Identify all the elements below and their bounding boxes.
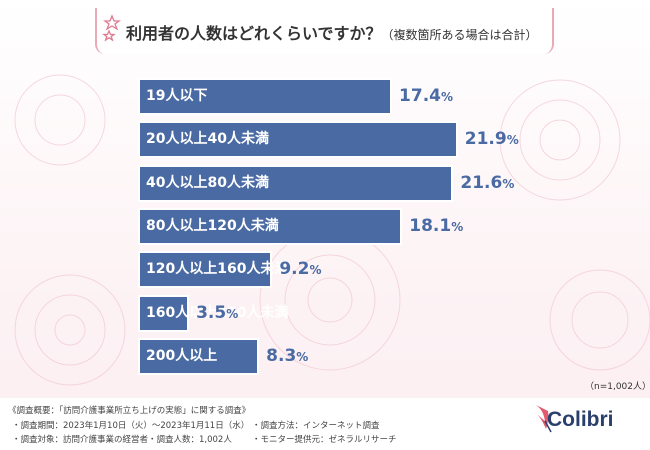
survey-method: ・調査方法：インターネット調査 [252,421,380,431]
logo-text: Colibri [547,408,614,431]
footer [0,398,650,450]
survey-count: ・調査人数：1,002人 [148,435,232,445]
bar-label: 19人以下 [146,88,208,104]
bar-5: 120人以上160人未満 [138,251,288,289]
colibri-bird-icon [536,405,552,433]
flower-icon [102,14,121,42]
chart-title-sub: （複数箇所ある場合は合計） [381,28,538,42]
bar-label: 20人以上40人未満 [146,131,269,148]
bar-value-label: 21.6% [460,172,515,193]
bar-label: 120人以上160人未満 [146,261,289,278]
title-frame [95,8,554,54]
bar-7: 200人以上 [138,337,260,375]
bar-value-label: 17.4% [399,86,454,106]
bar-3: 40人以上80人未満 [138,164,454,202]
bar-label: 160人以上200人未満 [146,304,289,321]
survey-heading: 《調査概要：「訪問介護事業所立ち上げの実態」に関する調査》 [8,406,251,416]
bar-label: 200人以上 [146,347,218,364]
chart-title: 利用者の人数はどれくらいですか？（複数箇所ある場合は合計） [126,20,538,44]
bar-value-label: 21.9% [464,129,519,150]
bar-6: 160人以上200人未満 [138,294,288,332]
bar-label: 40人以上80人未満 [146,174,269,191]
bar-2: 20人以上40人未満 [138,121,458,159]
survey-provider: ・モニター提供元：ゼネラルリサーチ [252,435,397,445]
bar-value-label: 9.2% [279,259,322,280]
survey-target: ・調査対象：訪問介護事業の経営者 [12,435,149,445]
bar-value-label: 18.1% [409,215,464,236]
bar-value-label: 3.5% [196,302,239,323]
chart-title-main: 利用者の人数はどれくらいですか？ [126,24,382,43]
bar-value-label: 8.3% [266,345,309,366]
survey-period: ・調査期間：2023年1月10日（火）〜2023年1月11日（水） [12,421,250,431]
sample-size: （n=1,002人） [585,382,650,392]
bar-label: 80人以上120人未満 [146,217,279,234]
bar-1: 19人以下 [138,78,393,115]
bar-4: 80人以上120人未満 [138,207,403,245]
